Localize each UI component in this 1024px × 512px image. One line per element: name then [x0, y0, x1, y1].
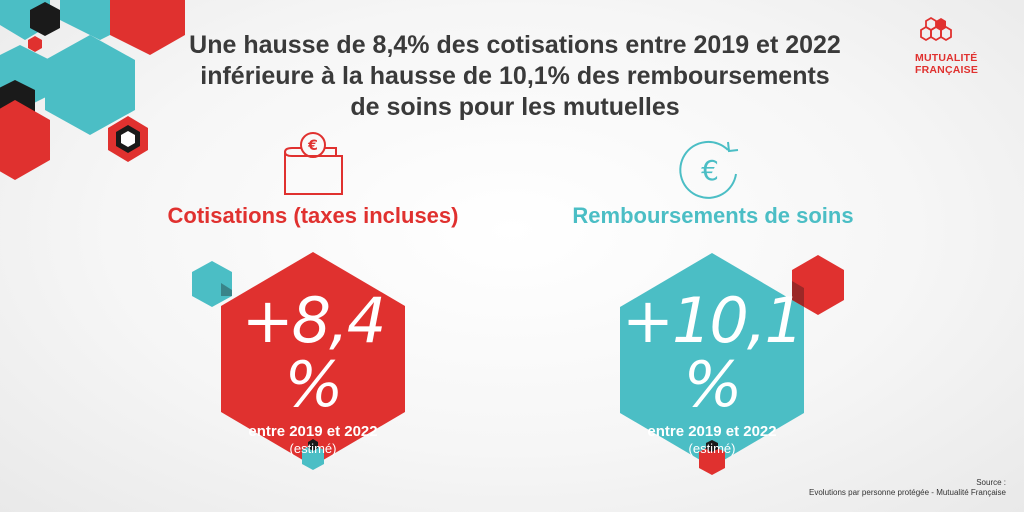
euro-refresh-icon: €	[679, 140, 739, 199]
logo-line-1: MUTUALITÉ	[915, 52, 978, 64]
wallet-euro-icon: €	[283, 132, 343, 195]
hex-dark-dot-left	[308, 439, 318, 451]
hex-overlap-left	[221, 283, 232, 296]
hex-red-main	[221, 252, 405, 466]
deco-hex-red-top	[110, 0, 185, 55]
deco-hex-dark-top	[30, 2, 60, 36]
mutualite-logo: MUTUALITÉ FRANÇAISE	[915, 16, 1015, 76]
deco-hex-red-dot	[28, 36, 42, 52]
cotisations-period: entre 2019 et 2022	[248, 423, 378, 440]
hex-teal-dot-left	[302, 444, 324, 470]
remboursements-stat: +10,1 % entre 2019 et 2022 (estimé)	[612, 289, 812, 457]
remboursements-heading: Remboursements de soins	[572, 203, 854, 228]
hex-teal-main	[620, 253, 804, 467]
page-title: Une hausse de 8,4% des cotisations entre…	[150, 30, 880, 123]
title-line-3: de soins pour les mutuelles	[350, 93, 680, 121]
cotisations-heading: Cotisations (taxes incluses)	[167, 203, 459, 228]
cotisations-note: (estimé)	[289, 441, 337, 456]
remboursements-value: +10,1 %	[622, 284, 804, 421]
hex-overlap-right	[792, 281, 804, 307]
title-line-1: Une hausse de 8,4% des cotisations entre…	[189, 31, 841, 59]
hex-teal-accent-left	[192, 261, 232, 307]
svg-text:€: €	[701, 154, 719, 187]
remboursements-note: (estimé)	[688, 441, 736, 456]
deco-hex-teal-large	[45, 35, 135, 135]
source-note: Source : Evolutions par personne protégé…	[809, 478, 1006, 498]
logo-line-2: FRANÇAISE	[915, 64, 979, 76]
svg-text:€: €	[307, 138, 318, 154]
source-label: Source :	[976, 478, 1006, 487]
remboursements-period: entre 2019 et 2022	[647, 423, 777, 440]
source-text: Evolutions par personne protégée - Mutua…	[809, 488, 1006, 497]
hex-red-accent-right	[792, 255, 844, 315]
hex-red-dot-right	[699, 445, 725, 475]
cotisations-stat: +8,4 % entre 2019 et 2022 (estimé)	[213, 289, 413, 457]
cotisations-value: +8,4 %	[241, 284, 387, 421]
title-line-2: inférieure à la hausse de 10,1% des remb…	[200, 62, 830, 90]
deco-hex-red-bottom	[0, 100, 50, 180]
deco-hex-ring-inner	[121, 131, 135, 147]
hexagon-cluster-icon	[920, 16, 952, 42]
logo-wordmark: MUTUALITÉ FRANÇAISE	[915, 52, 1015, 76]
hex-dark-dot-right	[706, 440, 718, 452]
